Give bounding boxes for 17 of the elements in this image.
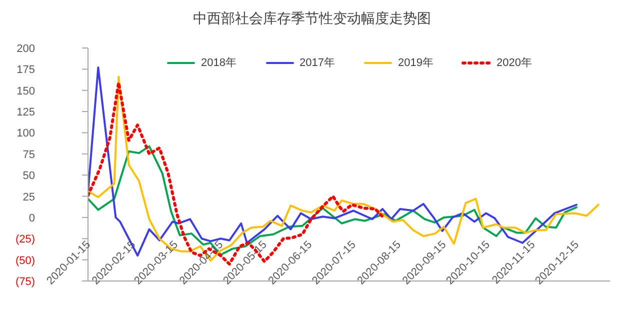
y-tick-label: 100 [16, 128, 35, 140]
y-tick-label: 150 [16, 85, 35, 98]
legend-label: 2019年 [398, 56, 434, 70]
legend-label: 2020年 [496, 56, 532, 70]
y-tick-label: (50) [15, 254, 35, 267]
chart-title: 中西部社会库存季节性变动幅度走势图 [192, 10, 432, 28]
y-tick-label: 50 [22, 170, 35, 182]
y-tick-label: 25 [22, 191, 35, 204]
y-tick-label: 175 [16, 64, 35, 76]
legend-label: 2017年 [300, 56, 335, 70]
y-tick-label: 75 [22, 148, 35, 161]
legend-label: 2018年 [201, 56, 237, 70]
y-tick-label: 200 [16, 43, 35, 55]
y-tick-label: 125 [16, 106, 35, 119]
y-tick-label: 0 [28, 212, 35, 224]
y-tick-label: (25) [15, 234, 35, 246]
y-tick-label: (75) [15, 276, 35, 288]
